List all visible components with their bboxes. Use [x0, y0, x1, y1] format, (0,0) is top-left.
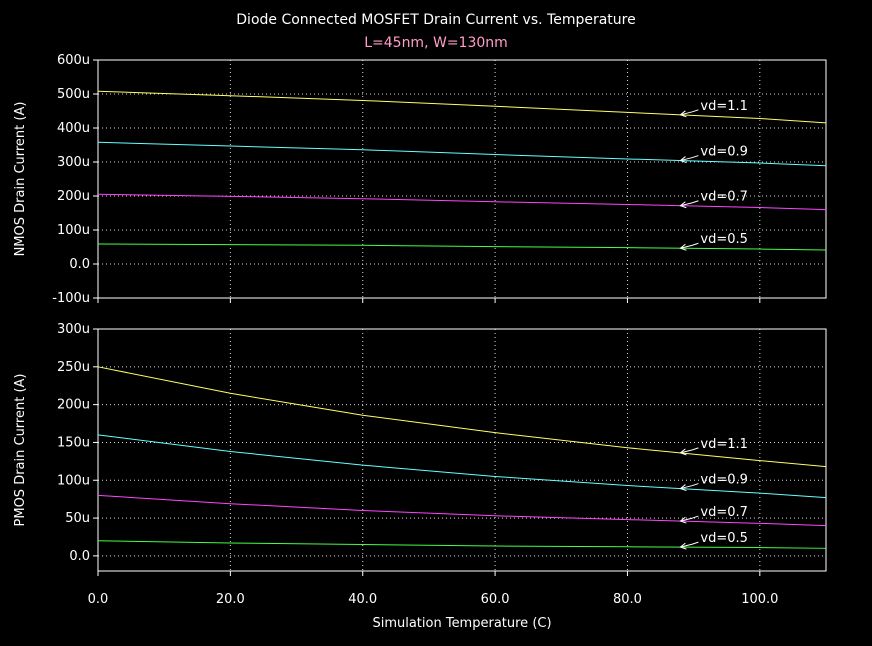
- x-tick-label: 20.0: [216, 592, 245, 607]
- y-tick-label: 250u: [57, 360, 90, 375]
- chart-subtitle: L=45nm, W=130nm: [364, 35, 508, 51]
- y-tick-label: 300u: [57, 322, 90, 337]
- series-label-vd=0.5: vd=0.5: [700, 531, 748, 546]
- y-tick-label: 0.0: [69, 549, 90, 564]
- series-label-arrow: [679, 200, 699, 209]
- chart-title: Diode Connected MOSFET Drain Current vs.…: [236, 12, 635, 28]
- series-line-vd=0.5: [97, 243, 827, 251]
- series-line-vd=0.7: [97, 193, 827, 211]
- x-tick-label: 100.0: [741, 592, 778, 607]
- x-tick-label: 0.0: [88, 592, 109, 607]
- series-line-vd=1.1: [97, 366, 827, 468]
- series-line-vd=0.9: [97, 141, 827, 167]
- y-tick-label: 200u: [57, 189, 90, 204]
- y-tick-label: 100u: [57, 473, 90, 488]
- y-tick-label: -100u: [52, 291, 90, 306]
- series-label-arrow: [679, 447, 699, 456]
- y-tick-label: 100u: [57, 223, 90, 238]
- series-label-arrow: [679, 242, 699, 251]
- series-line-vd=1.1: [97, 90, 827, 124]
- series-label-vd=0.7: vd=0.7: [700, 190, 748, 205]
- series-line-vd=0.7: [97, 494, 827, 527]
- y-tick-label: 0.0: [69, 257, 90, 272]
- plot-panel-1: 600u 500u 400u 300u 200u 100u 0.0 -100u NMOS Dra…: [13, 53, 827, 306]
- y-axis-label: PMOS Drain Current (A): [13, 374, 28, 527]
- y-tick-label: 50u: [65, 511, 90, 526]
- y-tick-label: 200u: [57, 398, 90, 413]
- plot-frame: [97, 59, 827, 299]
- series-label-vd=1.1: vd=1.1: [700, 99, 748, 114]
- y-axis-label: NMOS Drain Current (A): [13, 102, 28, 257]
- y-tick-label: 600u: [57, 53, 90, 68]
- series-label-vd=1.1: vd=1.1: [700, 437, 748, 452]
- series-label-arrow: [679, 109, 699, 118]
- series-line-vd=0.5: [97, 540, 827, 549]
- plot-panel-2: 300u 250u 200u 150u 100u 50u 0.0 0.0 20.0 40.0 60.…: [13, 322, 827, 631]
- y-tick-label: 400u: [57, 121, 90, 136]
- series-line-vd=0.9: [97, 434, 827, 499]
- series-label-vd=0.5: vd=0.5: [700, 232, 748, 247]
- series-label-vd=0.9: vd=0.9: [700, 145, 748, 160]
- series-label-arrow: [679, 515, 699, 524]
- x-tick-label: 80.0: [613, 592, 642, 607]
- chart-panels: 600u 500u 400u 300u 200u 100u 0.0 -100u NMOS Dra…: [13, 53, 827, 631]
- x-tick-label: 40.0: [348, 592, 377, 607]
- series-label-arrow: [679, 541, 699, 550]
- plot-frame: [97, 328, 827, 572]
- series-label-arrow: [679, 483, 699, 492]
- y-tick-label: 300u: [57, 155, 90, 170]
- y-tick-label: 500u: [57, 87, 90, 102]
- series-label-vd=0.7: vd=0.7: [700, 505, 748, 520]
- series-label-vd=0.9: vd=0.9: [700, 473, 748, 488]
- x-axis-label: Simulation Temperature (C): [372, 616, 551, 631]
- x-tick-label: 60.0: [481, 592, 510, 607]
- series-label-arrow: [679, 155, 699, 164]
- y-tick-label: 150u: [57, 435, 90, 450]
